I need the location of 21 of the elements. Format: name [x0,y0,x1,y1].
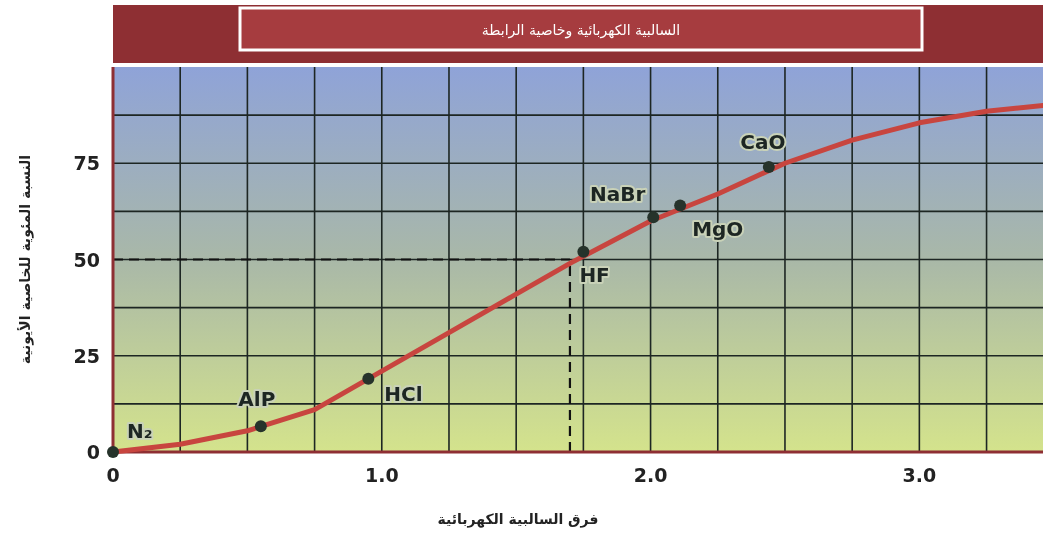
y-tick-label: 75 [73,152,100,175]
y-axis-title: النسبة المئوية للخاصية الأيونية [17,154,34,365]
point [254,420,267,433]
point [762,161,775,174]
y-tick-label: 0 [86,441,100,463]
x-tick-label: 1.0 [364,464,399,486]
point [362,372,375,385]
point [577,245,590,258]
x-tick-label: 3.0 [902,464,937,486]
x-tick-label: 0 [106,464,120,486]
annotation: N₂ [127,419,153,443]
y-tick-label: 25 [73,344,100,367]
point [647,211,660,224]
x-axis-title: فرق السالبية الكهربائية [437,511,599,528]
annotation: NaBr [589,182,646,207]
x-tick-label: 2.0 [633,464,668,486]
point [674,199,687,212]
y-tick-label: 50 [73,248,100,271]
chart-title: السالبية الكهربائية وخاصية الرابطة [481,22,681,39]
annotation: HCl [384,381,423,406]
point [107,446,119,458]
